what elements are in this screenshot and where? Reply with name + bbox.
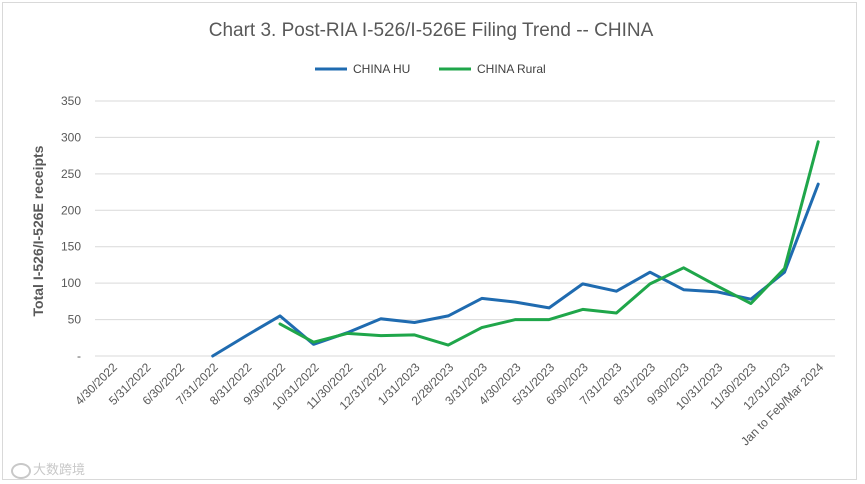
y-tick-label: 250 [61,167,81,181]
y-axis-label: Total I-526/I-526E receipts [30,145,46,316]
series-line-china-hu [211,182,820,358]
series-line-china-rural [278,140,820,347]
y-tick-label: 50 [68,313,82,327]
y-axis-ticks: - 50 100 150 200 250 300 350 [61,94,81,363]
watermark-logo-icon [11,462,31,479]
legend: CHINA HU CHINA Rural [315,62,546,76]
y-tick-label: 350 [61,94,81,108]
chart-title: Chart 3. Post-RIA I-526/I-526E Filing Tr… [209,20,654,41]
y-tick-label: 200 [61,203,81,217]
gridlines [95,100,835,357]
y-tick-label: 100 [61,276,81,290]
y-tick-label: - [77,349,81,363]
watermark-text: 大数跨境 [33,463,86,478]
chart-frame: Chart 3. Post-RIA I-526/I-526E Filing Tr… [2,2,857,480]
legend-label-china-rural: CHINA Rural [477,62,546,76]
x-axis-ticks: 4/30/20225/31/20226/30/20227/31/20228/31… [72,360,826,448]
y-tick-label: 300 [61,130,81,144]
watermark: 大数跨境 [11,459,85,479]
y-tick-label: 150 [61,240,81,254]
series-lines [211,140,820,358]
legend-label-china-hu: CHINA HU [353,62,410,76]
line-chart: Chart 3. Post-RIA I-526/I-526E Filing Tr… [30,20,835,448]
